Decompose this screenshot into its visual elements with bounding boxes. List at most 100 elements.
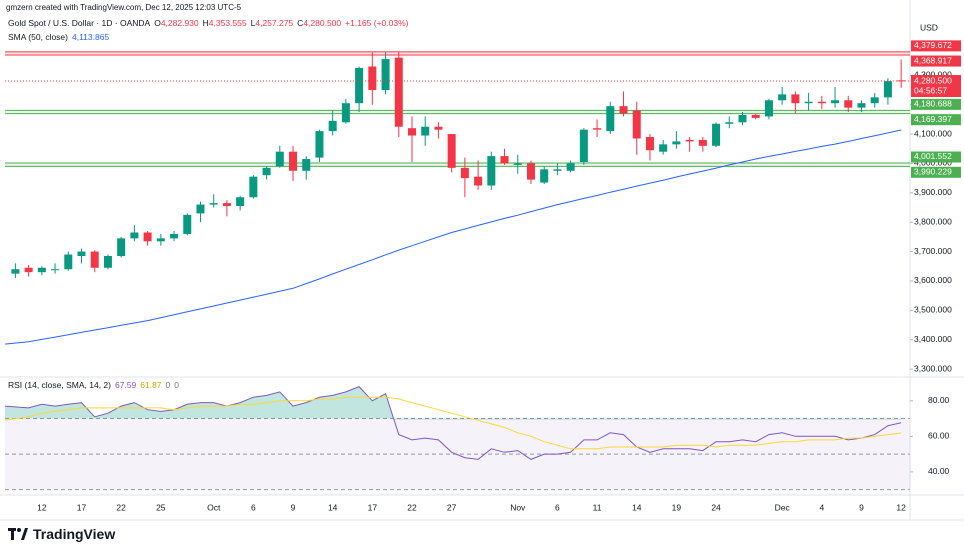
candle-body <box>209 203 218 205</box>
x-tick-label: Nov <box>510 502 526 512</box>
candle-body <box>249 176 258 198</box>
x-tick-label: 12 <box>896 502 906 512</box>
x-tick-label: 6 <box>251 502 256 512</box>
y-tick-label: 3,600.000 <box>914 275 952 285</box>
countdown: 04:56:57 <box>914 85 947 95</box>
level-zone <box>5 51 910 56</box>
candle-body <box>381 59 390 90</box>
candle-body <box>593 128 602 130</box>
candle-body <box>196 204 205 214</box>
sma-legend: SMA (50, close) 4,113.865 <box>8 32 109 42</box>
candle-body <box>24 267 33 273</box>
candle-body <box>183 214 192 234</box>
level-label-bg <box>911 114 961 126</box>
x-tick-label: 6 <box>555 502 560 512</box>
candle-body <box>712 123 721 146</box>
credit: gmzern created with TradingView.com, Dec… <box>6 3 242 12</box>
x-tick-label: 4 <box>819 502 824 512</box>
candle-body <box>725 122 734 124</box>
ohlc-key: H <box>202 18 209 28</box>
candle-body <box>90 251 99 268</box>
x-tick-label: 22 <box>116 502 126 512</box>
candle-body <box>778 94 787 101</box>
overbought-fill <box>5 386 902 420</box>
rsi-extra: 0 <box>165 380 171 390</box>
candle-body <box>447 134 456 168</box>
y-tick-label: 40.00 <box>928 466 950 476</box>
candle-body <box>579 129 588 162</box>
x-tick-label: Oct <box>207 502 221 512</box>
ohlc-value: 4,282.930 <box>160 18 199 28</box>
candle-body <box>394 57 403 127</box>
sma-line <box>4 129 902 345</box>
ohlc-key: L <box>250 18 256 28</box>
candle-body <box>632 110 641 139</box>
candle-body <box>408 128 416 136</box>
main-legend: Gold Spot / U.S. Dollar · 1D · OANDA O4,… <box>8 18 408 28</box>
candle-body <box>619 106 628 114</box>
candle-body <box>11 269 20 274</box>
candle-body <box>103 256 112 268</box>
candle-body <box>844 100 853 108</box>
x-tick-label: 17 <box>77 502 87 512</box>
y-tick-label: 4,100.000 <box>914 128 952 138</box>
ohlc-value: 4,353.555 <box>208 18 247 28</box>
level-label: 4,368.917 <box>914 55 952 65</box>
symbol-title: Gold Spot / U.S. Dollar · 1D · OANDA <box>8 18 151 28</box>
candle-body <box>117 238 126 256</box>
level-label: 4,180.688 <box>914 99 952 109</box>
candle-body <box>341 103 350 123</box>
candle-body <box>421 126 430 136</box>
candle-body <box>526 163 535 180</box>
rsi-ma-line <box>4 396 902 450</box>
change: +1.165 (+0.03%) <box>345 18 409 28</box>
level-label-bg <box>911 98 961 110</box>
candle-body <box>130 232 139 239</box>
level-label: 3,990.229 <box>914 167 952 177</box>
candle-body <box>500 156 509 164</box>
x-tick-label: 17 <box>368 502 378 512</box>
candle-body <box>262 167 271 176</box>
rsi-value: 67.59 <box>114 380 137 390</box>
candle-body <box>566 163 575 171</box>
level-label-bg <box>911 55 961 67</box>
candle-body <box>857 103 866 108</box>
level-label-bg <box>911 166 961 178</box>
ohlc-high: H4,353.555 <box>203 18 247 28</box>
candle-body <box>738 114 747 123</box>
candle-body <box>434 126 443 130</box>
candle-body <box>831 100 840 104</box>
candle-body <box>804 101 813 104</box>
candle-body <box>328 120 337 132</box>
candle-body <box>698 139 707 146</box>
y-tick-label: 3,700.000 <box>914 246 952 256</box>
ohlc-key: O <box>154 18 161 28</box>
y-tick-label: 4,300.000 <box>914 70 952 80</box>
ohlc-close: C4,280.500 <box>297 18 341 28</box>
ohlc-low: L4,257.275 <box>251 18 294 28</box>
rsi-ma-value: 61.87 <box>140 380 162 390</box>
candle-body <box>645 137 654 151</box>
logo-icon <box>8 528 28 540</box>
candle-body <box>37 267 46 273</box>
candle-body <box>460 167 469 179</box>
x-tick-label: 22 <box>407 502 417 512</box>
candle-body <box>751 114 760 118</box>
sma-name: SMA (50, close) <box>8 32 68 42</box>
candle-body <box>487 156 496 186</box>
candle-body <box>143 232 152 242</box>
ohlc-value: 4,280.500 <box>303 18 342 28</box>
x-tick-label: 11 <box>593 502 602 512</box>
candle-body <box>156 238 165 242</box>
level-label-bg <box>911 151 961 163</box>
level-label: 4,169.397 <box>914 114 952 124</box>
candle-body <box>672 141 681 145</box>
logo-text: TradingView <box>33 526 116 542</box>
candle-body <box>817 101 826 104</box>
candle-body <box>540 169 549 183</box>
y-tick-label: 60.00 <box>928 431 950 441</box>
candle-body <box>791 94 800 104</box>
candle-body <box>170 233 179 239</box>
ohlc-value: 4,257.275 <box>255 18 294 28</box>
candle-body <box>275 151 284 167</box>
